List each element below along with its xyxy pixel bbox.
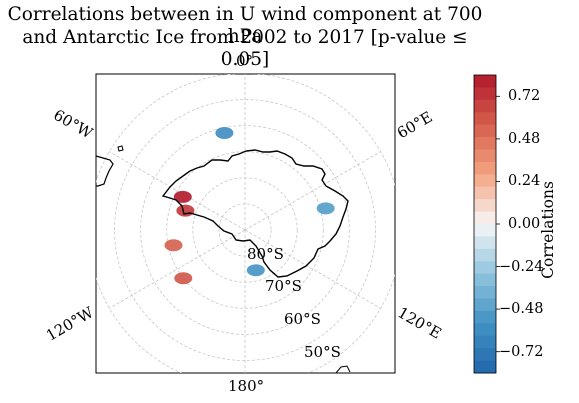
correlation-region: [176, 205, 194, 217]
correlation-region: [174, 272, 192, 284]
colorbar-tick-label: 0.24: [508, 173, 540, 189]
colorbar-label: Correlations: [539, 181, 557, 279]
colorbar-tick-label: −0.48: [499, 301, 543, 317]
map-frame: [96, 74, 395, 373]
correlation-region: [247, 264, 265, 276]
lat-label-80s: 80°S: [247, 246, 284, 262]
colorbar-tick-label: 0.48: [508, 131, 540, 147]
correlation-region: [317, 202, 335, 214]
correlation-region: [165, 239, 183, 251]
colorbar-tick-label: −0.24: [499, 259, 543, 275]
correlation-region: [215, 127, 233, 139]
lon-label-180: 180°: [228, 378, 264, 394]
lon-label-0: 0°: [236, 53, 253, 69]
colorbar-tick-label: 0.00: [508, 216, 540, 232]
lat-label-70s: 70°S: [265, 278, 302, 294]
colorbar-tick-label: 0.72: [508, 88, 540, 104]
colorbar-tick-label: −0.72: [499, 344, 543, 360]
lat-label-60s: 60°S: [284, 311, 321, 327]
lat-label-50s: 50°S: [304, 344, 341, 360]
